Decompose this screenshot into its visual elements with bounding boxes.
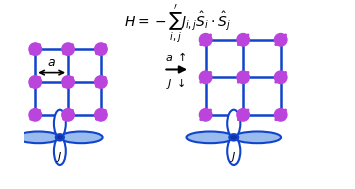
Ellipse shape <box>227 137 240 165</box>
Circle shape <box>95 76 107 88</box>
Circle shape <box>237 71 250 84</box>
Circle shape <box>29 43 42 55</box>
Text: $J$ $\downarrow$: $J$ $\downarrow$ <box>166 76 186 91</box>
Circle shape <box>29 76 42 88</box>
Circle shape <box>62 43 74 55</box>
Circle shape <box>237 108 250 121</box>
Circle shape <box>200 71 212 84</box>
Text: $J$: $J$ <box>230 150 237 164</box>
Ellipse shape <box>234 132 281 143</box>
Circle shape <box>274 33 287 46</box>
Ellipse shape <box>17 132 60 143</box>
Circle shape <box>95 108 107 121</box>
Circle shape <box>200 108 212 121</box>
Text: $H = -\sum_{i,j}^{\prime} J_{i,j}\hat{S}_i \cdot \hat{S}_j$: $H = -\sum_{i,j}^{\prime} J_{i,j}\hat{S}… <box>124 2 231 45</box>
Circle shape <box>62 108 74 121</box>
Ellipse shape <box>229 134 238 141</box>
Circle shape <box>62 76 74 88</box>
Ellipse shape <box>60 132 103 143</box>
Circle shape <box>95 43 107 55</box>
Circle shape <box>274 108 287 121</box>
Text: $a$ $\uparrow$: $a$ $\uparrow$ <box>165 50 187 63</box>
Ellipse shape <box>54 110 66 137</box>
Circle shape <box>29 108 42 121</box>
Ellipse shape <box>54 137 66 165</box>
Text: $a$: $a$ <box>47 56 56 69</box>
Ellipse shape <box>227 110 240 137</box>
Text: $J$: $J$ <box>56 150 63 164</box>
Circle shape <box>237 33 250 46</box>
Ellipse shape <box>56 134 64 141</box>
Ellipse shape <box>186 132 234 143</box>
Circle shape <box>274 71 287 84</box>
Circle shape <box>200 33 212 46</box>
